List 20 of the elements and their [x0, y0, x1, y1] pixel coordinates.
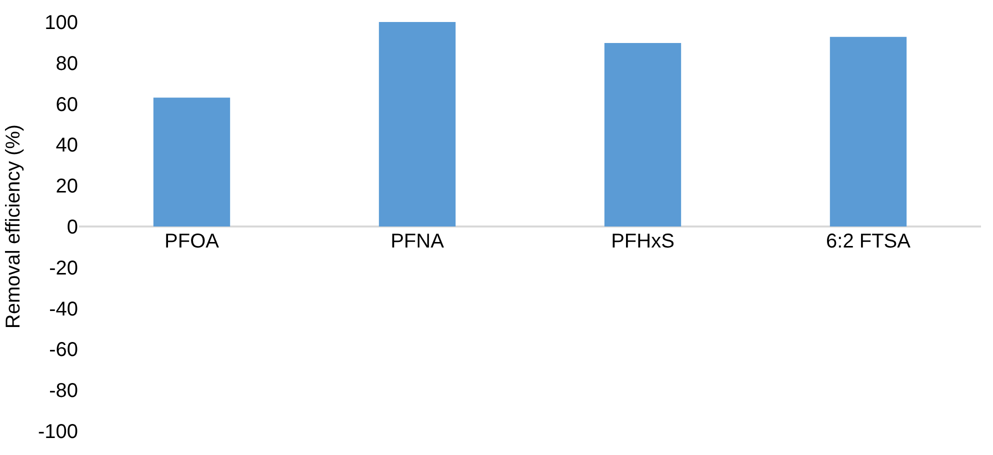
y-tick-label: 0 [66, 216, 78, 238]
y-tick-label: 60 [56, 94, 78, 116]
y-tick-label: 20 [56, 176, 78, 198]
x-tick-label: PFHxS [611, 230, 674, 252]
x-tick-label: 6:2 FTSA [826, 230, 912, 252]
y-tick-label: -60 [49, 339, 78, 362]
bar [604, 43, 682, 226]
y-tick-label: -40 [49, 298, 78, 320]
bar [378, 22, 456, 226]
y-tick-label: -100 [38, 421, 78, 443]
bar [830, 36, 907, 226]
y-tick-label: -20 [49, 257, 78, 280]
x-tick-label: PFOA [164, 230, 220, 252]
y-tick-label: 80 [56, 52, 78, 75]
y-tick-label: 100 [44, 12, 78, 34]
y-tick-label: -80 [49, 380, 78, 402]
y-tick-label: 40 [56, 134, 78, 157]
y-axis-title: Removal efficiency (%) [2, 124, 24, 329]
x-tick-label: PFNA [390, 230, 445, 252]
bar [153, 98, 230, 226]
